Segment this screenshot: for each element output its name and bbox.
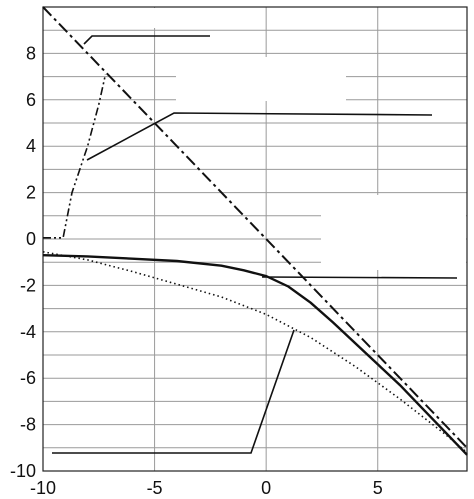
y-tick-label: 2 [26,183,36,203]
label-box-right [321,195,466,270]
y-tick-label: -4 [20,322,36,342]
label-box-top [83,8,203,28]
x-tick-label: 0 [261,478,271,498]
y-tick-label: -6 [20,368,36,388]
y-tick-label: 0 [26,229,36,249]
x-tick-label: 5 [373,478,383,498]
series-layer [42,6,468,456]
leader-line-dashdot [83,35,210,45]
y-tick-label: -8 [20,415,36,435]
x-tick-label: -10 [30,478,56,498]
series-line-dash-dot-dot [43,74,107,239]
x-tick-label: -5 [147,478,163,498]
y-tick-label: -2 [20,275,36,295]
series-line-dash-dot [42,6,468,449]
label-box-upper [176,57,346,101]
leader-line-dashdotdot [86,112,433,161]
annotation-leaders [52,35,458,454]
series-line-dotted [42,251,468,454]
y-tick-label: 8 [26,43,36,63]
y-tick-labels: 8 6 4 2 0 -2 -4 -6 -8 -10 [10,43,36,481]
leader-line-solid [261,276,458,279]
series-line-solid [42,254,468,456]
x-tick-labels: -10 -5 0 5 [30,478,383,498]
y-tick-label: 4 [26,136,36,156]
y-tick-label: 6 [26,90,36,110]
leader-line-dotted [52,329,295,454]
plot-frame [42,6,468,472]
y-tick-label: -10 [10,461,36,481]
